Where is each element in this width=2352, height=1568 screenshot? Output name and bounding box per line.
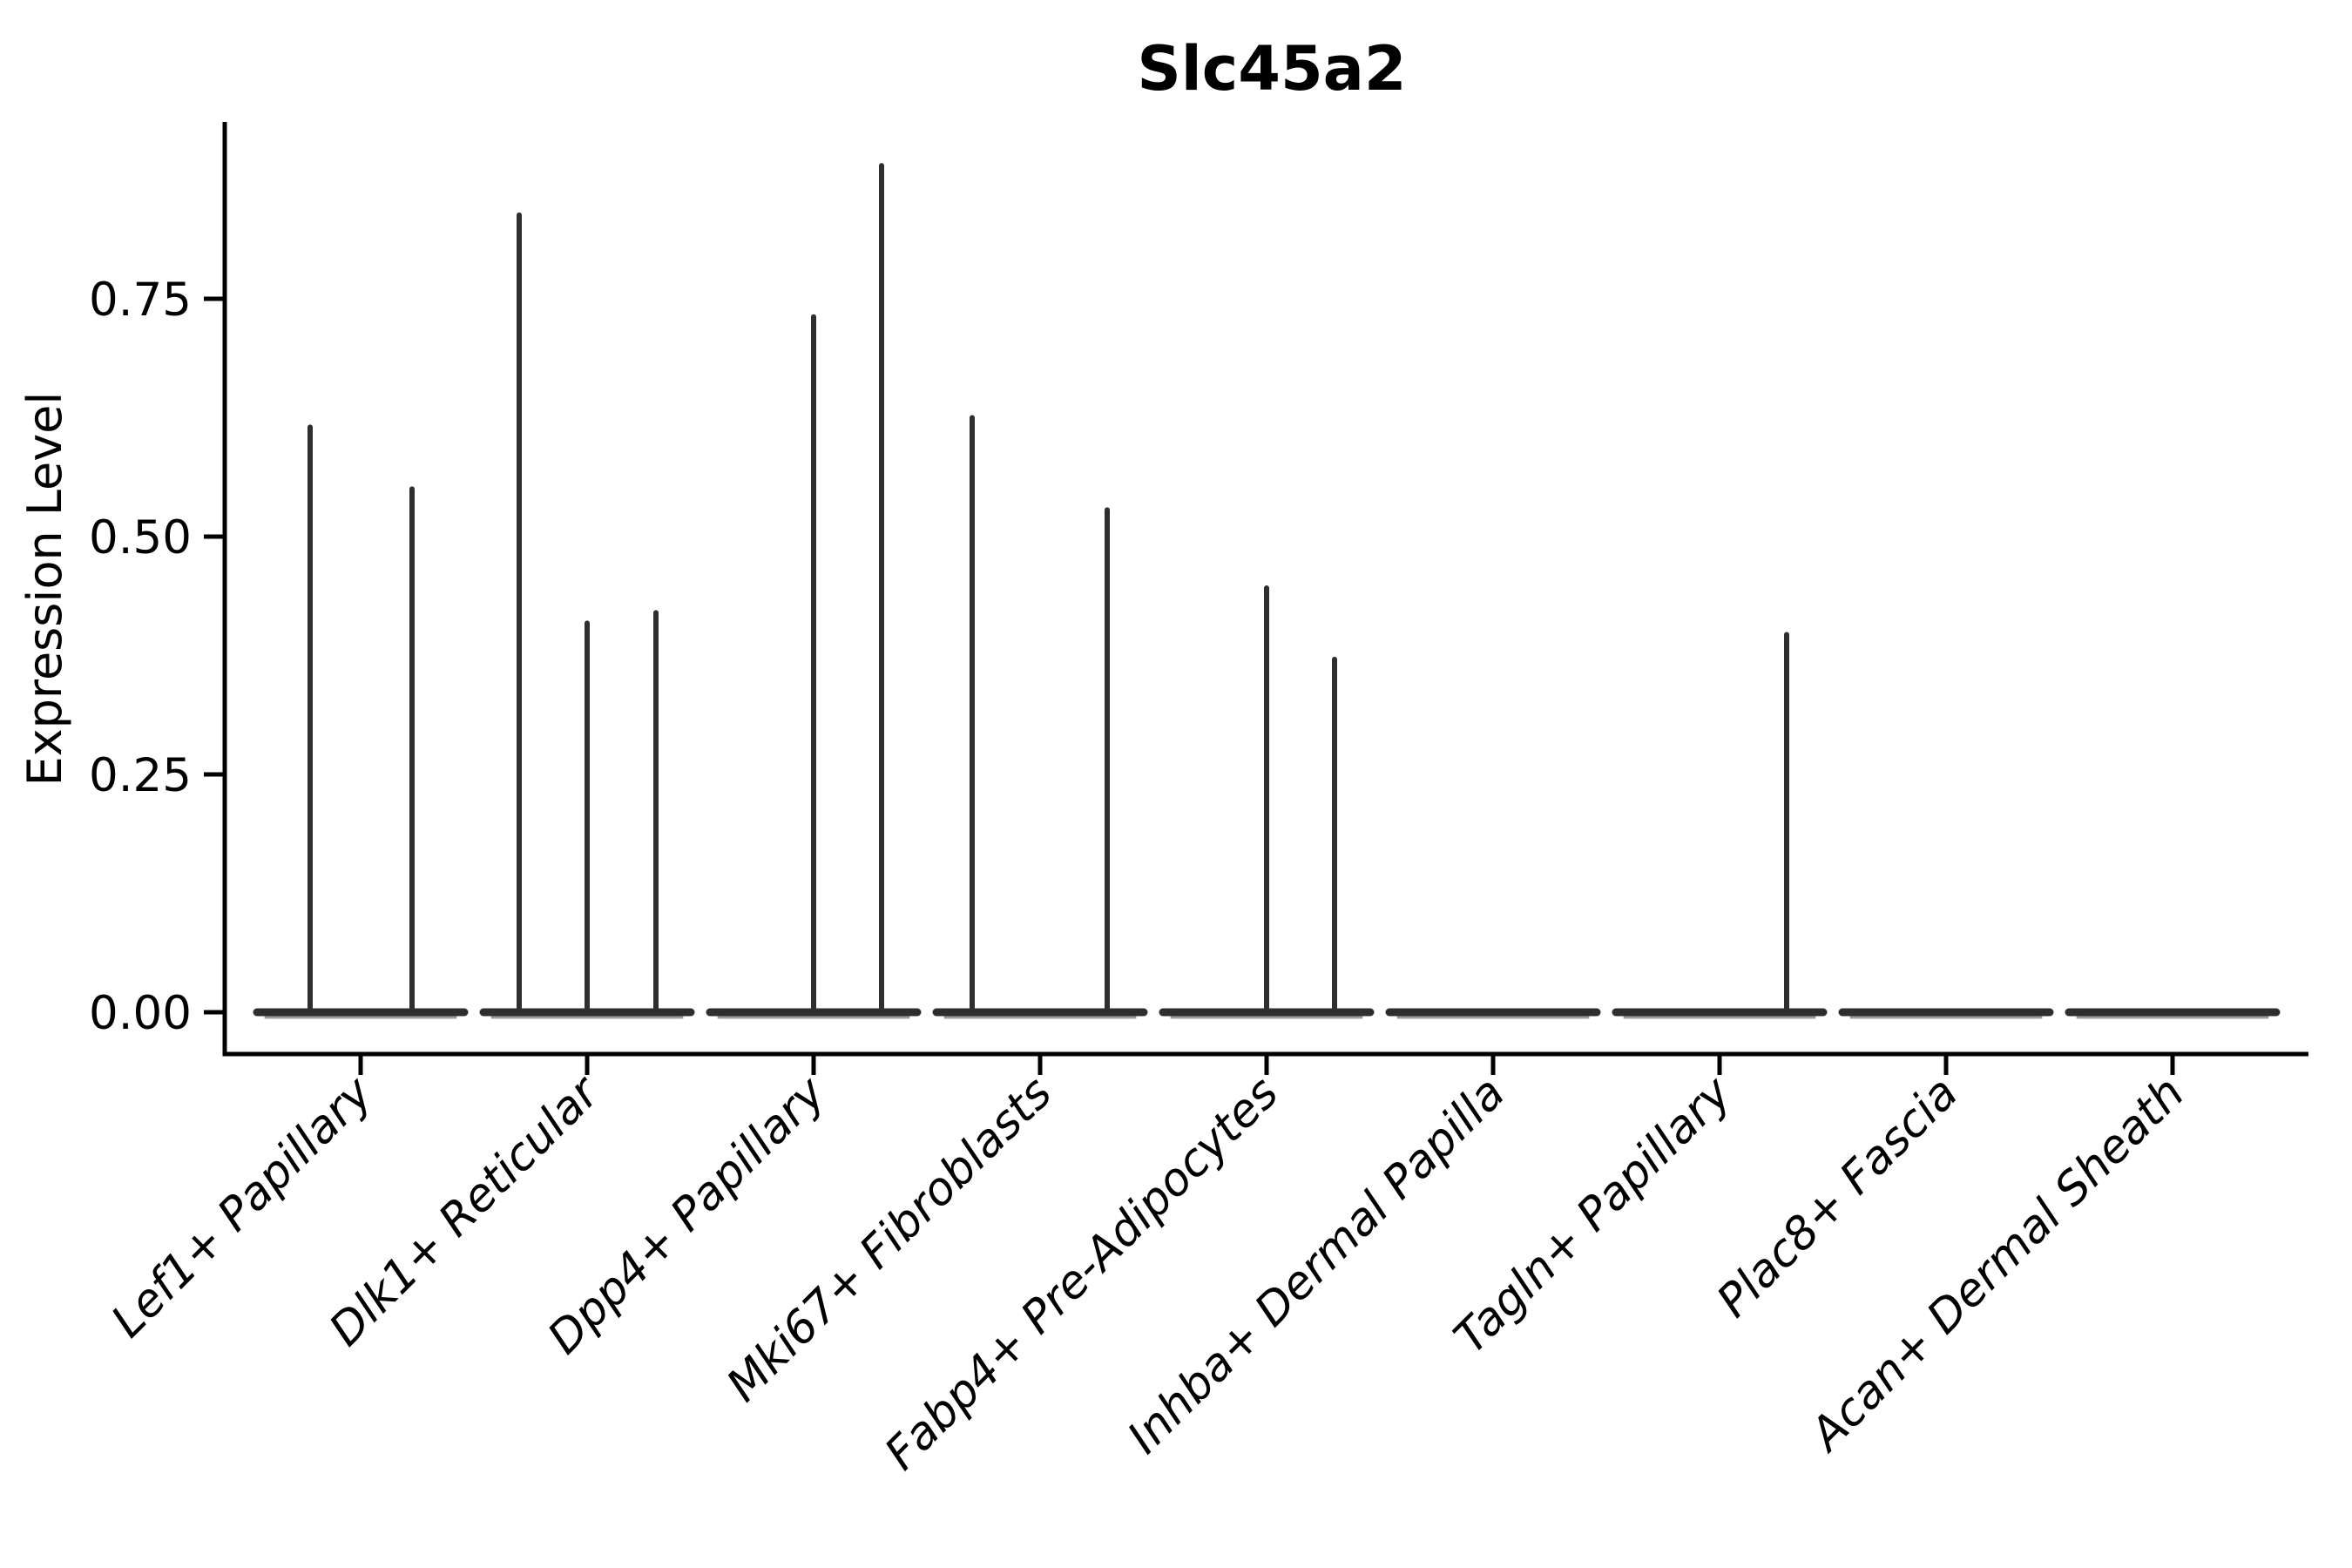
- y-tick-label: 0.50: [89, 511, 192, 564]
- y-tick-label: 0.75: [89, 274, 192, 327]
- y-axis-label: Expression Level: [17, 392, 72, 787]
- x-tick-label: Acan+ Dermal Sheath: [1799, 1067, 2194, 1463]
- y-tick-label: 0.00: [89, 987, 192, 1040]
- x-tick-label: Fabp4+ Pre-Adipocytes: [875, 1067, 1289, 1481]
- x-tick-label: Inhba+ Dermal Papilla: [1118, 1067, 1515, 1464]
- y-tick-label: 0.25: [89, 749, 192, 802]
- chart-title: Slc45a2: [1137, 33, 1406, 105]
- x-tick-label: Plac8+ Fascia: [1707, 1067, 1968, 1328]
